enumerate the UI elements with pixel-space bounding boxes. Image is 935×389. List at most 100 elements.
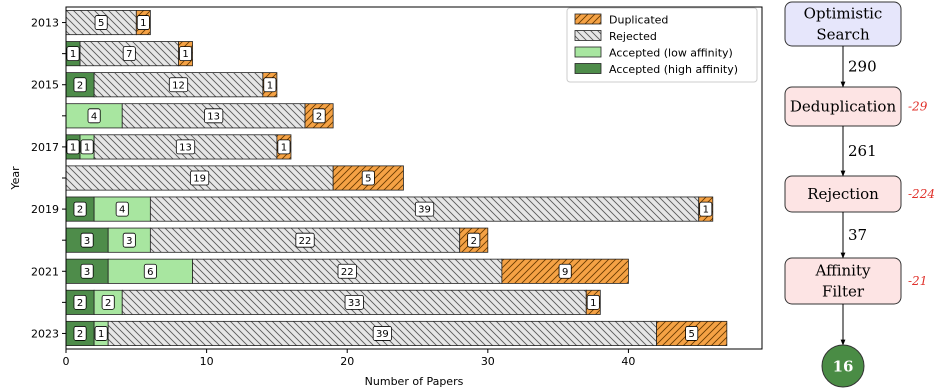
legend-swatch [574, 13, 602, 25]
bar-value-label-box [189, 170, 210, 186]
bar-value-label: 5 [365, 174, 371, 185]
y-tick-label: 2019 [31, 203, 59, 216]
y-tick-label: 2023 [31, 327, 59, 340]
bar-value-label-box [558, 263, 572, 279]
bar-value-label-box [312, 108, 326, 124]
bar-value-label: 2 [77, 329, 83, 340]
bar-value-label: 1 [84, 143, 90, 154]
y-tick-label: 2021 [31, 265, 59, 278]
node-optimistic-search [784, 1, 902, 47]
bar-value-label-box [122, 232, 136, 248]
bar-value-label-box [101, 294, 115, 310]
bar-value-label-box [94, 15, 108, 30]
legend: Duplicated Rejected Accepted (low affinity… [566, 7, 758, 83]
bar-value-label: 6 [147, 267, 153, 278]
legend-label: Duplicated [609, 14, 668, 27]
bar-value-label: 2 [471, 236, 477, 247]
bar-value-label-box [73, 326, 87, 341]
x-tick-label: 0 [63, 355, 70, 368]
node-label: Search [816, 26, 870, 44]
bar-value-label-box [295, 232, 315, 248]
bar-value-label: 3 [84, 236, 90, 247]
bar-value-label: 13 [179, 143, 192, 154]
bar-value-label: 1 [281, 143, 287, 154]
node-label: Filter [822, 283, 865, 301]
node-affinity-filter [784, 257, 902, 305]
bars-layer: 5 11 7 12 12 14 13 21 1 13 119 52 4 39 13 3 22 23 6 22 92 2 33… [65, 10, 728, 346]
stacked-bar-chart: 5 11 7 12 12 14 13 21 1 13 119 52 4 39 13 3 22 23 6 22 92 2 33… [9, 6, 763, 388]
bar-value-label-box [586, 294, 600, 310]
bar-value-label: 2 [77, 80, 83, 91]
node-label: Deduplication [790, 98, 897, 116]
flow-count: 261 [848, 142, 877, 160]
y-tick-label: 2015 [31, 79, 59, 92]
node-rejection [784, 175, 902, 213]
bar-value-label: 12 [172, 80, 185, 91]
x-axis-title: Number of Papers [365, 375, 464, 388]
bar-value-label: 1 [590, 298, 596, 309]
x-tick-label: 40 [621, 355, 635, 368]
node-deduplication [784, 86, 902, 127]
bar-value-label-box [467, 232, 481, 248]
legend-swatch [574, 46, 602, 58]
bar-value-label-box [115, 201, 129, 217]
bar-value-label-box [87, 108, 101, 124]
bar-value-label-box [80, 139, 94, 155]
x-tick-label: 20 [340, 355, 354, 368]
bar-value-label-box [179, 46, 193, 62]
y-axis-title: Year [9, 166, 22, 191]
bar-value-label: 2 [105, 298, 111, 309]
bar-value-label: 13 [207, 111, 220, 122]
bar-value-label: 1 [70, 143, 76, 154]
legend-swatch [574, 63, 602, 74]
bar-value-label: 1 [182, 49, 188, 60]
bar-value-label-box [372, 326, 392, 341]
bar-value-label-box [204, 108, 224, 124]
removed-count: -29 [908, 100, 928, 114]
bar-segment [192, 258, 503, 284]
node-label: Optimistic [804, 5, 883, 23]
flow-count: 290 [848, 58, 877, 76]
x-tick-label: 10 [200, 355, 214, 368]
bar-value-label: 22 [299, 236, 312, 247]
bar-value-label-box [122, 46, 136, 62]
bar-value-label-box [344, 294, 364, 310]
bar-value-label: 3 [84, 267, 90, 278]
bar-value-label-box [685, 326, 699, 341]
legend-swatch [574, 30, 602, 41]
y-tick-label: 2017 [31, 141, 59, 154]
bar-value-label-box [94, 326, 108, 341]
bar-value-label-box [80, 232, 94, 248]
bar-value-label-box [73, 201, 87, 217]
node-label: Affinity [815, 262, 872, 280]
bar-value-label-box [168, 77, 189, 93]
y-tick-label: 2013 [31, 17, 59, 30]
bar-value-label: 1 [140, 18, 146, 29]
bar-value-label: 1 [98, 329, 104, 340]
bar-value-label: 39 [418, 205, 431, 216]
bar-value-label-box [66, 139, 80, 155]
bar-value-label: 39 [376, 329, 389, 340]
bar-value-label-box [175, 139, 196, 155]
bar-value-label: 7 [126, 49, 132, 60]
removed-count: -224 [908, 187, 935, 201]
bar-value-label: 4 [119, 205, 125, 216]
node-label: Rejection [807, 185, 879, 203]
bar-value-label-box [73, 294, 87, 310]
bar-value-label: 3 [126, 236, 132, 247]
legend-label: Accepted (low affinity) [609, 47, 733, 60]
bar-value-label-box [337, 263, 357, 279]
bar-segment [459, 227, 489, 253]
bar-value-label: 2 [316, 111, 322, 122]
bar-value-label-box [73, 77, 87, 93]
legend-label: Rejected [609, 30, 657, 43]
bar-value-label: 2 [77, 205, 83, 216]
bar-value-label-box [699, 201, 713, 217]
removed-count: -21 [908, 274, 927, 288]
bar-value-label: 2 [77, 298, 83, 309]
bar-value-label-box [414, 201, 435, 217]
bar-value-label-box [361, 170, 375, 186]
bar-value-label: 1 [267, 80, 273, 91]
final-count-circle [821, 344, 865, 388]
axes-layer: 0 10 20 30 40 2013 2015 2017 2019 2021 2023 Number … [9, 6, 763, 388]
